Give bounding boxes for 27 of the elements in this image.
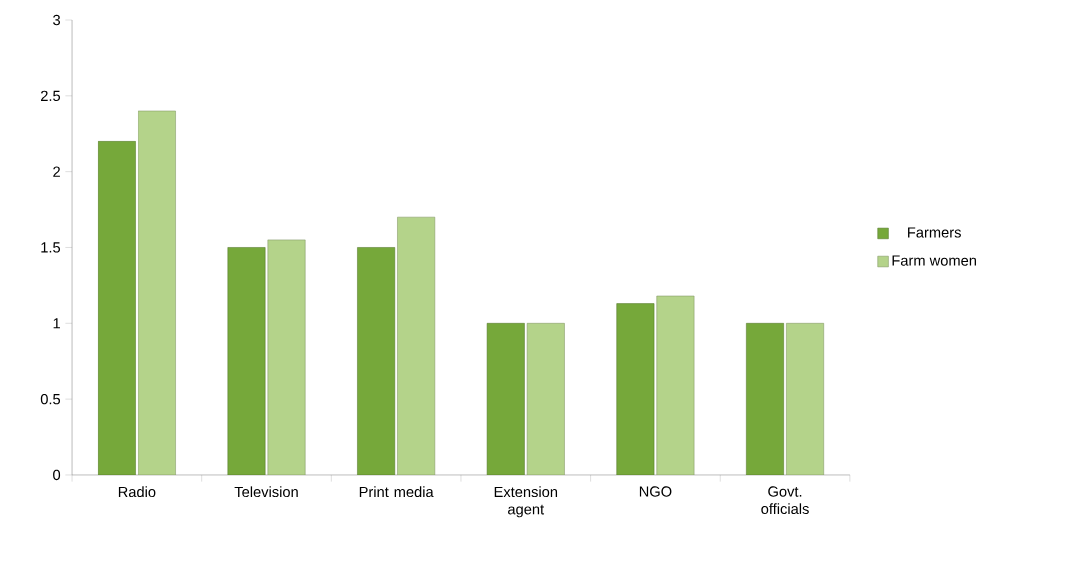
- bar: [526, 322, 565, 475]
- y-tick-label: 3: [53, 14, 61, 26]
- x-tick-label: Govt. officials: [761, 486, 809, 514]
- y-tick-label: 0.5: [40, 393, 61, 405]
- bar: [267, 239, 306, 475]
- bar: [616, 303, 655, 475]
- y-tick-label: 0: [53, 469, 61, 480]
- legend-label: Farm women: [892, 255, 976, 266]
- x-tick-label: Extension agent: [494, 486, 558, 518]
- y-tick-label: 1: [53, 318, 60, 329]
- bar: [486, 322, 525, 475]
- bar: [137, 110, 176, 475]
- x-tick-label: Radio: [118, 486, 156, 497]
- bar: [786, 322, 825, 475]
- bar: [397, 216, 436, 475]
- bar: [97, 140, 136, 475]
- bar: [357, 247, 396, 475]
- y-tick-label: 2.5: [41, 90, 61, 101]
- x-tick-label: NGO: [639, 486, 672, 497]
- y-tick-label: 2: [53, 166, 60, 177]
- x-tick-label: Television: [234, 486, 298, 497]
- bar: [656, 295, 695, 475]
- x-tick-label: Print media: [359, 486, 434, 497]
- y-tick-label: 1.5: [41, 242, 61, 253]
- legend-label: Farmers: [908, 227, 961, 238]
- bar: [746, 322, 784, 475]
- bar: [227, 247, 266, 475]
